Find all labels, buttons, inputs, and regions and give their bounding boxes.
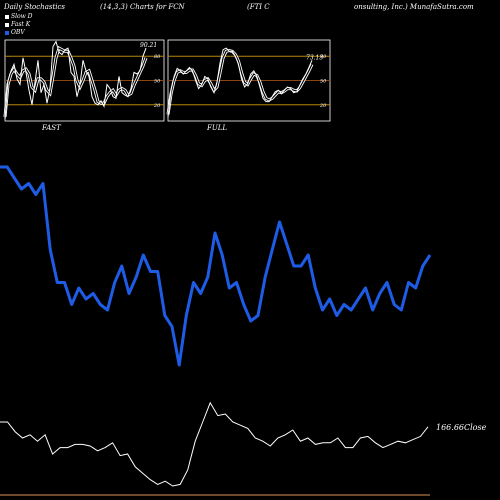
panel-title-full: FULL	[207, 124, 228, 132]
legend-swatch-slow-d	[5, 14, 9, 19]
level-label-full-50: 50	[320, 79, 327, 85]
legend-item-slow-d: Slow D	[5, 13, 33, 21]
level-label-fast-80: 80	[154, 54, 161, 60]
series-fast-k-fast	[4, 40, 147, 120]
chart-header-left: Daily Stochastics	[4, 3, 66, 11]
series-close	[0, 401, 429, 487]
legend: Slow D Fast K OBV	[5, 13, 33, 37]
close-value-label: 166.66Close	[436, 423, 487, 432]
level-label-full-80: 80	[320, 54, 327, 60]
last-value-label-full: 73.13	[306, 54, 323, 61]
legend-label-obv: OBV	[11, 29, 25, 36]
level-label-fast-50: 50	[154, 79, 161, 85]
legend-label-fast-k: Fast K	[11, 21, 31, 28]
series-slow-d-core-fast	[4, 47, 147, 118]
legend-item-fast-k: Fast K	[5, 21, 33, 29]
series-obv	[0, 165, 432, 367]
legend-item-obv: OBV	[5, 29, 33, 37]
legend-swatch-fast-k	[5, 22, 9, 27]
panel-title-fast: FAST	[42, 124, 61, 132]
series-slow-d-fast	[3, 45, 148, 118]
chart-header-company-b: onsulting, Inc.) MunafaSutra.com	[354, 3, 474, 11]
legend-label-slow-d: Slow D	[11, 13, 33, 20]
level-label-full-20: 20	[319, 103, 327, 109]
last-value-label-fast: 90.21	[140, 42, 157, 49]
bottom-baseline	[0, 494, 430, 496]
chart-header-middle: (14,3,3) Charts for FCN	[100, 3, 185, 11]
chart-header-company-a: (FTI C	[247, 3, 270, 11]
level-label-fast-20: 20	[153, 103, 161, 109]
legend-swatch-obv	[5, 30, 9, 35]
series-fast-k-full	[167, 47, 313, 118]
